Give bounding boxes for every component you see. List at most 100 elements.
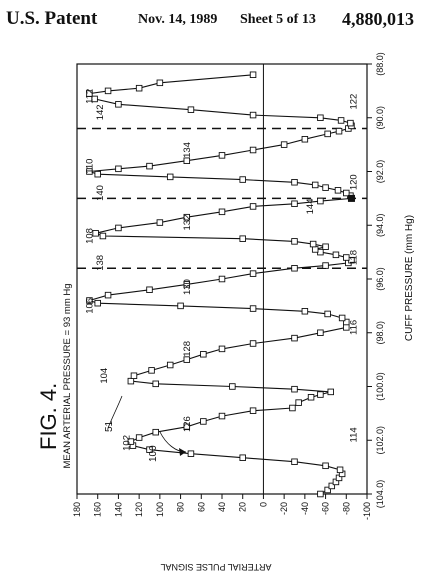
y-tick-label: -40 xyxy=(300,502,310,515)
data-point xyxy=(318,198,324,204)
data-point xyxy=(318,330,324,336)
data-point xyxy=(147,287,153,293)
data-point xyxy=(201,351,207,357)
ref-100-arrow xyxy=(160,432,186,452)
data-point xyxy=(292,239,298,245)
annotation-label: 122 xyxy=(349,94,360,110)
data-point xyxy=(219,413,225,419)
data-point xyxy=(95,171,101,177)
x-tick-label: (102.0) xyxy=(375,426,385,455)
data-point xyxy=(250,204,256,210)
data-point xyxy=(250,408,256,414)
annotation-label: 126 xyxy=(182,416,193,432)
data-point xyxy=(325,131,331,137)
highlight-point xyxy=(348,195,355,202)
data-point xyxy=(323,263,329,269)
data-point xyxy=(292,179,298,185)
y-tick-label: 160 xyxy=(93,502,103,517)
data-point xyxy=(95,300,101,306)
y-tick-label: 60 xyxy=(196,502,206,512)
y-tick-label: 180 xyxy=(72,502,82,517)
data-point xyxy=(302,136,308,142)
data-point xyxy=(116,102,122,108)
data-point xyxy=(323,185,329,191)
data-point xyxy=(348,120,354,126)
annotation-label: 112 xyxy=(84,89,95,104)
data-point xyxy=(318,392,324,398)
data-point xyxy=(128,378,134,384)
data-point xyxy=(323,244,329,250)
annotation-label: 118 xyxy=(349,250,360,265)
data-point xyxy=(136,85,142,91)
figure-label: FIG. 4. xyxy=(36,383,61,450)
annotation-label: 134 xyxy=(182,142,193,158)
data-point xyxy=(292,459,298,465)
data-point xyxy=(188,451,194,457)
y-tick-label: -100 xyxy=(362,502,372,520)
data-point xyxy=(250,341,256,347)
data-point xyxy=(153,429,159,435)
data-point xyxy=(292,386,298,392)
data-point xyxy=(219,153,225,159)
y-tick-label: -20 xyxy=(279,502,289,515)
data-point xyxy=(230,384,236,390)
data-point xyxy=(312,247,318,253)
x-tick-label: (100.0) xyxy=(375,372,385,401)
data-point xyxy=(250,147,256,153)
data-point xyxy=(219,276,225,282)
x-axis-label: CUFF PRESSURE (mm Hg) xyxy=(404,215,415,341)
data-point xyxy=(333,252,339,258)
y-tick-label: 120 xyxy=(134,502,144,517)
annotation-label: 110 xyxy=(84,159,95,174)
y-axis-label: ARTERIAL PULSE SIGNAL xyxy=(160,562,271,572)
data-point xyxy=(250,72,256,78)
data-point xyxy=(335,188,341,194)
x-tick-label: (92.0) xyxy=(375,160,385,184)
data-point xyxy=(105,88,111,94)
annotation-label: 130 xyxy=(182,279,193,295)
data-point xyxy=(100,233,106,239)
y-tick-label: 140 xyxy=(113,502,123,517)
y-tick-label: 0 xyxy=(258,502,268,507)
data-point xyxy=(219,209,225,215)
data-point xyxy=(157,220,163,226)
data-point xyxy=(105,292,111,298)
y-tick-label: 40 xyxy=(217,502,227,512)
data-point xyxy=(292,335,298,341)
y-tick-label: -60 xyxy=(321,502,331,515)
annotation-label: 142 xyxy=(95,104,106,120)
data-point xyxy=(157,80,163,86)
data-point xyxy=(250,112,256,118)
series-line xyxy=(89,75,351,494)
ref-51-label: 51 xyxy=(104,420,115,432)
x-tick-label: (96.0) xyxy=(375,267,385,291)
data-point xyxy=(167,174,173,180)
annotation-label: 144 xyxy=(305,199,316,215)
data-point xyxy=(318,115,324,121)
x-tick-label: (88.0) xyxy=(375,52,385,76)
x-tick-label: (104.0) xyxy=(375,480,385,509)
data-point xyxy=(131,373,137,379)
data-point xyxy=(312,182,318,188)
data-point xyxy=(292,265,298,271)
data-point xyxy=(310,241,316,247)
annotation-label: 114 xyxy=(349,427,360,442)
annotation-label: 104 xyxy=(99,368,110,384)
data-point xyxy=(296,400,302,406)
data-point xyxy=(116,225,122,231)
data-point xyxy=(149,368,155,374)
annotation-label: 108 xyxy=(84,228,95,244)
data-point xyxy=(240,177,246,183)
data-point xyxy=(240,455,246,461)
data-point xyxy=(188,107,194,113)
data-point xyxy=(325,311,331,317)
data-point xyxy=(153,381,159,387)
data-point xyxy=(167,362,173,368)
ref-51-leader xyxy=(108,396,122,428)
data-point xyxy=(336,128,342,134)
data-point xyxy=(178,303,184,309)
data-point xyxy=(290,405,296,411)
data-point xyxy=(201,419,207,425)
y-tick-label: 80 xyxy=(176,502,186,512)
